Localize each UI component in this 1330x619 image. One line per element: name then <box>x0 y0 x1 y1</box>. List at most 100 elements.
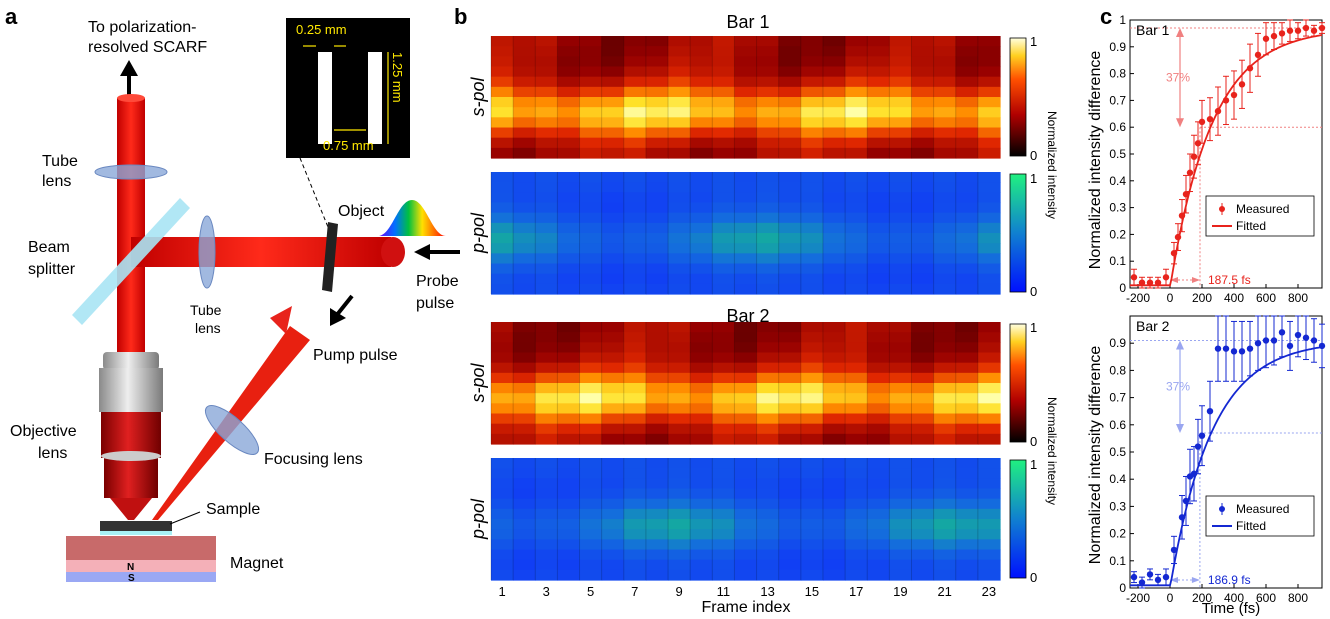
sample-icon <box>100 521 172 531</box>
data-point <box>1230 348 1238 355</box>
panel-a-letter: a <box>5 4 18 29</box>
frame-tick-labels: 1 3 5 7 9 11 13 15 17 19 21 23 <box>498 584 996 599</box>
colorbar-label-bar1: Normalized intensity <box>1045 111 1059 219</box>
xtick-0: 0 <box>1167 591 1174 605</box>
data-point <box>1162 573 1170 581</box>
data-point <box>1190 153 1198 160</box>
colorbar-bar2-p <box>1009 459 1027 579</box>
xtick-800: 800 <box>1288 591 1308 605</box>
tube-lens-top-icon <box>94 164 168 180</box>
data-point <box>1238 81 1246 88</box>
xtick-200: 200 <box>1192 291 1212 305</box>
data-point <box>1214 345 1222 352</box>
legend-fitted: Fitted <box>1236 219 1266 233</box>
data-point <box>1154 279 1162 286</box>
beam-splitter-label2: splitter <box>28 261 76 278</box>
data-point <box>1170 249 1178 257</box>
xtick-0: 0 <box>1167 291 1174 305</box>
ytick-0.1: 0.1 <box>1109 554 1126 568</box>
data-point <box>1270 32 1278 40</box>
frame-tick-3: 3 <box>543 584 550 599</box>
plot-bar2: 00.10.20.30.40.50.60.70.80.9-200 0 200 400 6… <box>1109 315 1326 605</box>
data-point <box>1294 27 1302 34</box>
inset-dim-sep: 0.75 mm <box>323 138 374 153</box>
bar2-p-pol-label: p-pol <box>468 498 488 540</box>
data-point <box>1190 470 1198 477</box>
ytick-0.4: 0.4 <box>1109 472 1126 486</box>
plot-title: Bar 1 <box>1136 22 1170 38</box>
cb3-max: 1 <box>1030 320 1037 335</box>
colorbar-bar1-s <box>1009 37 1027 157</box>
objective-body <box>99 368 163 412</box>
data-point <box>1130 573 1138 581</box>
data-point <box>1146 279 1154 286</box>
data-point <box>1194 140 1202 147</box>
magnet-top-icon <box>66 536 216 560</box>
magnet-n-layer <box>66 560 216 572</box>
object-label: Object <box>338 203 385 220</box>
data-point <box>1262 35 1270 42</box>
xtick-400: 400 <box>1224 591 1244 605</box>
frame-tick-23: 23 <box>982 584 996 599</box>
ytick-0.9: 0.9 <box>1109 40 1126 54</box>
data-point <box>1278 329 1286 336</box>
inset-bar-left <box>318 52 332 144</box>
data-point <box>1178 212 1186 219</box>
c2-ylabel: Normalized intensity difference <box>1087 346 1104 565</box>
panel-c: c Normalized intensity difference Normal… <box>1087 4 1326 617</box>
bar2-s-pol-label: s-pol <box>468 362 488 402</box>
data-point <box>1206 115 1214 123</box>
objective-label2: lens <box>38 445 67 462</box>
bar1-title: Bar 1 <box>726 12 769 32</box>
xtick--200: -200 <box>1126 591 1150 605</box>
panel-b: b Bar 1 Bar 2 1 0 1 0 1 0 1 0 Normalized… <box>454 4 1059 616</box>
objective-tip <box>104 456 158 498</box>
pct-label: 37% <box>1166 71 1190 85</box>
legend-box <box>1205 195 1315 237</box>
heatmap-2 <box>490 172 1001 295</box>
panel-a: a To polarization- resolved SCARF Tube l… <box>5 4 460 584</box>
panel-b-letter: b <box>454 4 467 29</box>
ytick-1: 1 <box>1119 13 1126 27</box>
pump-tip-icon <box>270 306 292 334</box>
cb4-max: 1 <box>1030 457 1037 472</box>
heatmap-4 <box>490 458 1001 581</box>
ytick-0.2: 0.2 <box>1109 527 1126 541</box>
plot-title: Bar 2 <box>1136 318 1170 334</box>
cb1-max: 1 <box>1030 34 1037 49</box>
object-plate-icon <box>322 222 338 292</box>
probe-label2: pulse <box>416 295 454 312</box>
legend-marker-icon <box>1219 206 1225 212</box>
data-point <box>1278 30 1286 37</box>
pump-label: Pump pulse <box>313 347 398 364</box>
data-point <box>1154 576 1162 584</box>
colorbar-bar2-s <box>1009 323 1027 443</box>
output-label-line2: resolved SCARF <box>88 39 207 56</box>
plot-bar1: 00.10.20.30.40.50.60.70.80.91-200 0 200 400… <box>1109 13 1326 305</box>
ytick-0.6: 0.6 <box>1109 418 1126 432</box>
data-point <box>1182 497 1190 505</box>
ytick-0.4: 0.4 <box>1109 174 1126 188</box>
spectrum-icon <box>378 200 446 236</box>
frame-tick-7: 7 <box>631 584 638 599</box>
frame-tick-21: 21 <box>937 584 951 599</box>
focusing-label: Focusing lens <box>264 451 363 468</box>
bar1-s-pol-label: s-pol <box>468 76 488 116</box>
sample-label: Sample <box>206 501 260 518</box>
data-point <box>1138 579 1146 586</box>
data-point <box>1214 107 1222 115</box>
cb3-min: 0 <box>1030 434 1037 449</box>
objective-cap <box>103 352 159 370</box>
vertical-beam-top <box>117 94 145 102</box>
cb2-min: 0 <box>1030 284 1037 299</box>
object-inset <box>286 18 410 158</box>
legend-fitted: Fitted <box>1236 519 1266 533</box>
data-point <box>1262 337 1270 344</box>
data-point <box>1162 274 1170 281</box>
frame-tick-17: 17 <box>849 584 863 599</box>
cb2-max: 1 <box>1030 171 1037 186</box>
data-point <box>1238 348 1246 355</box>
ytick-0.3: 0.3 <box>1109 201 1126 215</box>
heatmap-1 <box>490 36 1001 159</box>
